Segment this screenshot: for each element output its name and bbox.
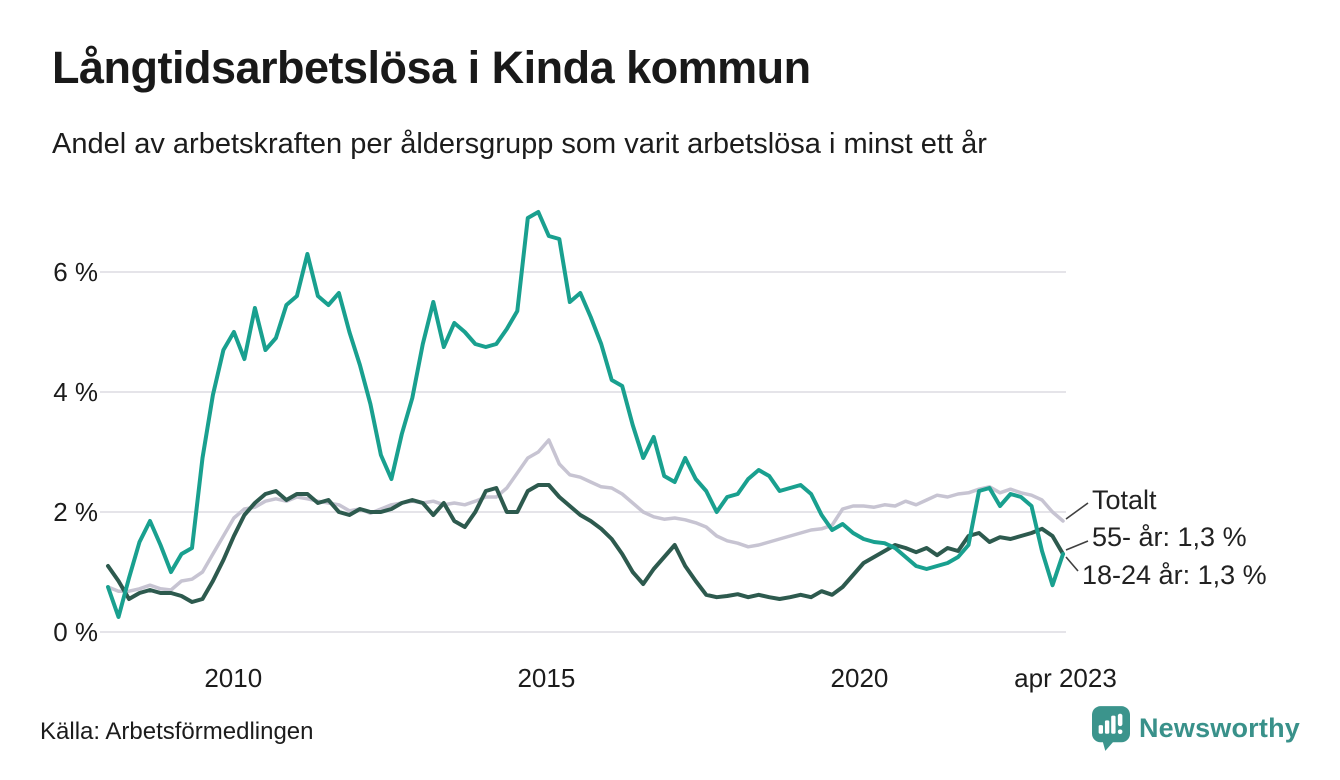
series-line-18-24-r	[106, 210, 1065, 619]
gridlines	[100, 271, 1066, 633]
newsworthy-logo: Newsworthy	[1091, 706, 1300, 751]
y-axis-tick: 6 %	[53, 257, 98, 287]
series-label-totalt: Totalt	[1092, 485, 1157, 515]
series-line-55-r	[106, 483, 1065, 604]
leader-line	[1065, 502, 1089, 520]
leader-lines	[1065, 502, 1089, 572]
series-label-18-24-ar: 18-24 år: 1,3 %	[1082, 560, 1267, 590]
chart-title: Långtidsarbetslösa i Kinda kommun	[52, 42, 811, 93]
x-axis-tick: 2020	[830, 663, 889, 693]
chart-subtitle: Andel av arbetskraften per åldersgrupp s…	[52, 128, 987, 160]
y-axis-tick: 4 %	[53, 377, 98, 407]
leader-line	[1065, 540, 1089, 551]
x-axis-tick: apr 2023	[1014, 663, 1117, 693]
x-axis-tick: 2015	[517, 663, 576, 693]
leader-line	[1065, 556, 1079, 572]
newsworthy-wordmark: Newsworthy	[1138, 713, 1300, 743]
series-line-totalt	[106, 438, 1065, 593]
x-axis-tick: 2010	[204, 663, 263, 693]
source-note: Källa: Arbetsförmedlingen	[40, 718, 314, 745]
series-label-55-ar: 55- år: 1,3 %	[1092, 522, 1247, 552]
y-axis-tick: 0 %	[53, 617, 98, 647]
series-lines	[106, 210, 1065, 619]
y-axis-tick: 2 %	[53, 497, 98, 527]
newsworthy-logo-icon	[1091, 706, 1130, 751]
